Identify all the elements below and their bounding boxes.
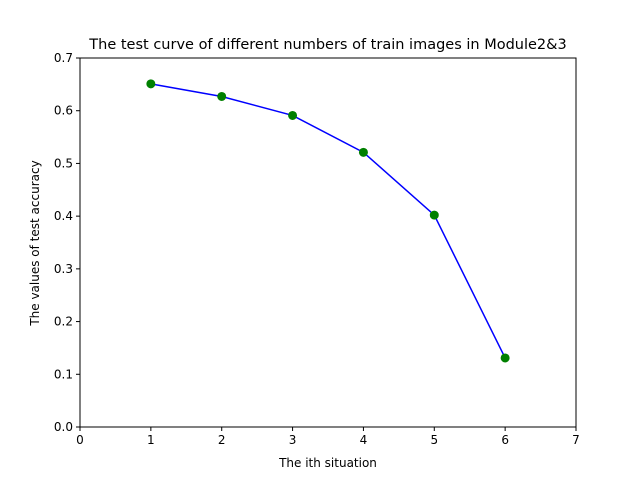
y-tick-label: 0.5: [54, 156, 73, 170]
series-group: [146, 79, 510, 363]
y-tick-label: 0.1: [54, 367, 73, 381]
y-tick-label: 0.0: [54, 420, 73, 434]
x-tick-label: 1: [147, 433, 155, 447]
y-axis-label: The values of test accuracy: [28, 160, 42, 326]
x-tick-label: 2: [218, 433, 226, 447]
x-tick-label: 5: [430, 433, 438, 447]
x-tick-label: 4: [360, 433, 368, 447]
x-tick-label: 0: [76, 433, 84, 447]
y-tick-label: 0.6: [54, 104, 73, 118]
y-tick-label: 0.7: [54, 51, 73, 65]
data-point: [429, 210, 439, 220]
y-tick-label: 0.3: [54, 262, 73, 276]
data-point: [500, 353, 510, 363]
x-tick-label: 7: [572, 433, 580, 447]
data-point: [358, 147, 368, 157]
y-tick-label: 0.2: [54, 315, 73, 329]
x-axis-label: The ith situation: [278, 456, 377, 470]
data-point: [146, 79, 156, 89]
x-tick-label: 6: [501, 433, 509, 447]
chart-title: The test curve of different numbers of t…: [88, 37, 566, 53]
axes: 0 1 2 3 4 5 6 7 0.0 0.1 0.2 0.3 0.4 0.5 0.6 0.7: [54, 51, 580, 447]
plot-frame: [79, 57, 577, 428]
series-line: [150, 83, 506, 359]
x-tick-label: 3: [289, 433, 297, 447]
data-point: [217, 91, 227, 101]
y-tick-label: 0.4: [54, 209, 73, 223]
data-point: [288, 110, 298, 120]
